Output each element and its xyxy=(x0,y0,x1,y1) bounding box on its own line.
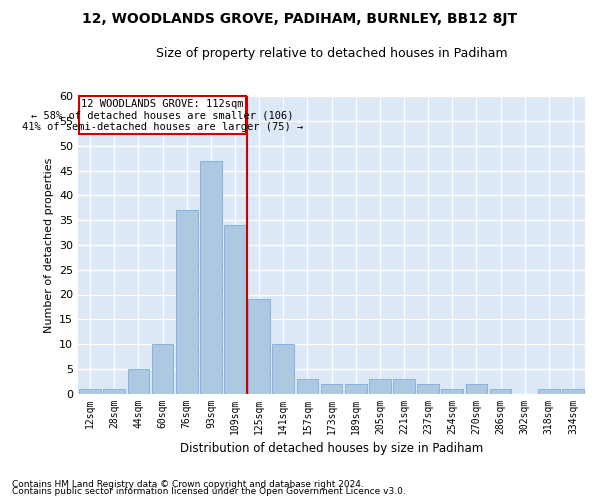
Bar xyxy=(345,384,367,394)
Text: ← 58% of detached houses are smaller (106): ← 58% of detached houses are smaller (10… xyxy=(31,110,294,120)
Text: 12, WOODLANDS GROVE, PADIHAM, BURNLEY, BB12 8JT: 12, WOODLANDS GROVE, PADIHAM, BURNLEY, B… xyxy=(82,12,518,26)
Bar xyxy=(490,388,511,394)
FancyBboxPatch shape xyxy=(79,96,246,134)
Bar xyxy=(417,384,439,394)
Bar xyxy=(200,161,222,394)
Title: Size of property relative to detached houses in Padiham: Size of property relative to detached ho… xyxy=(156,48,508,60)
Bar xyxy=(466,384,487,394)
Bar xyxy=(272,344,294,394)
Y-axis label: Number of detached properties: Number of detached properties xyxy=(44,158,53,332)
Bar xyxy=(176,210,197,394)
Bar xyxy=(103,388,125,394)
Text: Contains public sector information licensed under the Open Government Licence v3: Contains public sector information licen… xyxy=(12,487,406,496)
Bar xyxy=(224,225,246,394)
Bar xyxy=(79,388,101,394)
Text: Contains HM Land Registry data © Crown copyright and database right 2024.: Contains HM Land Registry data © Crown c… xyxy=(12,480,364,489)
Bar xyxy=(152,344,173,394)
Bar xyxy=(369,378,391,394)
Bar xyxy=(538,388,560,394)
Text: 12 WOODLANDS GROVE: 112sqm: 12 WOODLANDS GROVE: 112sqm xyxy=(82,99,244,109)
Text: 41% of semi-detached houses are larger (75) →: 41% of semi-detached houses are larger (… xyxy=(22,122,303,132)
Bar xyxy=(562,388,584,394)
Bar xyxy=(128,369,149,394)
Bar xyxy=(321,384,343,394)
Bar xyxy=(296,378,318,394)
X-axis label: Distribution of detached houses by size in Padiham: Distribution of detached houses by size … xyxy=(180,442,483,455)
Bar xyxy=(248,300,270,394)
Bar xyxy=(393,378,415,394)
Bar xyxy=(442,388,463,394)
